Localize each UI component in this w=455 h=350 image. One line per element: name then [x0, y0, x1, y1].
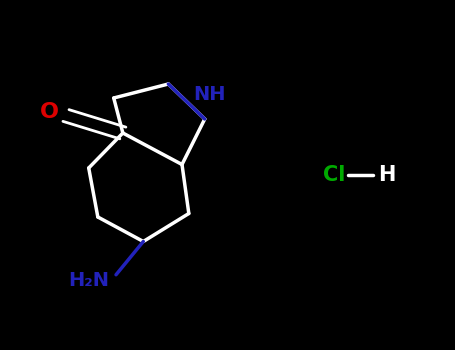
- Text: H: H: [378, 165, 395, 185]
- Text: O: O: [40, 102, 59, 122]
- Text: H₂N: H₂N: [68, 271, 109, 289]
- Text: Cl: Cl: [323, 165, 345, 185]
- Text: NH: NH: [193, 85, 226, 104]
